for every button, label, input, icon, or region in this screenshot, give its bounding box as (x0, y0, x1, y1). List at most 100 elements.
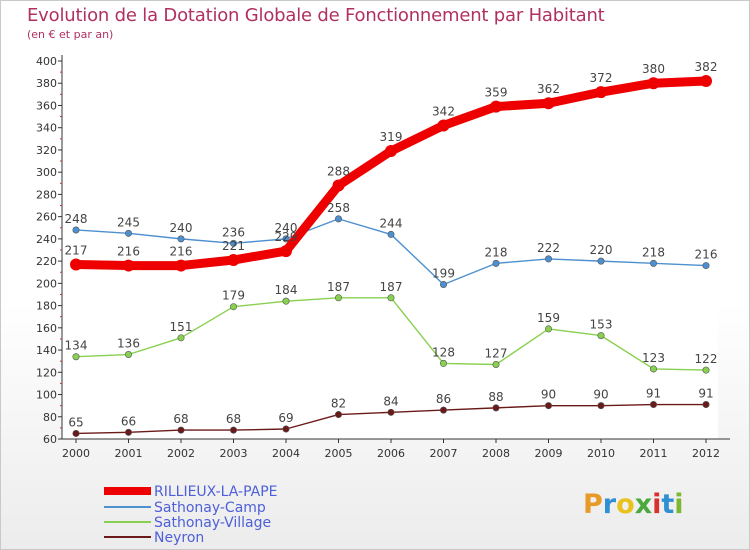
legend-label: Sathonay-Camp (154, 500, 266, 516)
data-point (437, 119, 450, 132)
y-tick-label: 320 (36, 144, 57, 157)
data-label: 90 (541, 388, 556, 402)
y-tick-label: 400 (36, 55, 57, 68)
data-label: 127 (485, 347, 508, 361)
data-label: 68 (173, 412, 188, 426)
logo-letter: o (616, 489, 635, 520)
data-point (177, 334, 185, 342)
y-tick-label: 380 (36, 77, 57, 90)
data-label: 216 (695, 248, 718, 262)
data-label: 288 (327, 165, 350, 179)
data-point (492, 259, 500, 267)
data-label: 221 (222, 239, 245, 253)
data-label: 68 (226, 412, 241, 426)
data-point (597, 332, 605, 340)
legend-label: Neyron (154, 530, 204, 546)
data-label: 65 (68, 415, 83, 429)
data-label: 319 (380, 130, 403, 144)
data-point (332, 179, 345, 192)
chart-title: Evolution de la Dotation Globale de Fonc… (27, 5, 605, 26)
x-tick-label: 2010 (587, 447, 615, 460)
data-label: 220 (590, 243, 613, 257)
data-label: 382 (695, 60, 718, 74)
data-label: 90 (593, 388, 608, 402)
data-point (177, 426, 185, 434)
data-point (230, 303, 238, 311)
data-point (544, 325, 552, 333)
data-point (597, 402, 605, 410)
data-label: 122 (695, 352, 718, 366)
data-point (227, 254, 240, 267)
data-label: 218 (642, 245, 665, 259)
data-point (72, 429, 80, 437)
plot-area (62, 61, 718, 439)
data-point (230, 239, 238, 247)
data-label: 153 (590, 318, 613, 332)
data-point (649, 259, 657, 267)
data-label: 84 (383, 394, 398, 408)
data-point (177, 235, 185, 243)
y-tick-label: 220 (36, 255, 57, 268)
data-label: 91 (698, 387, 713, 401)
data-label: 82 (331, 397, 346, 411)
data-point (125, 351, 133, 359)
chart-subtitle: (en € et par an) (27, 28, 114, 41)
y-tick-label: 160 (36, 322, 57, 335)
data-label: 187 (327, 280, 350, 294)
data-point (387, 230, 395, 238)
data-label: 128 (432, 345, 455, 359)
data-point (597, 257, 605, 265)
legend-label: Sathonay-Village (154, 515, 271, 531)
data-point (647, 77, 660, 90)
data-label: 151 (170, 320, 193, 334)
data-point (649, 365, 657, 373)
data-point (72, 226, 80, 234)
data-point (649, 401, 657, 409)
data-label: 248 (65, 212, 88, 226)
data-point (282, 297, 290, 305)
data-label: 218 (485, 245, 508, 259)
data-label: 88 (488, 390, 503, 404)
y-tick-label: 60 (43, 433, 57, 446)
data-point (544, 255, 552, 263)
data-label: 134 (65, 339, 88, 353)
y-tick-label: 360 (36, 99, 57, 112)
data-point (334, 411, 342, 419)
x-tick-label: 2000 (62, 447, 90, 460)
data-label: 216 (170, 245, 193, 259)
data-label: 184 (275, 283, 298, 297)
y-tick-label: 240 (36, 233, 57, 246)
data-point (542, 97, 555, 110)
data-point (702, 401, 710, 409)
y-tick-label: 200 (36, 277, 57, 290)
x-tick-label: 2004 (272, 447, 300, 460)
data-label: 179 (222, 289, 245, 303)
data-point (122, 259, 135, 272)
legend-label: RILLIEUX-LA-PAPE (154, 484, 277, 500)
data-point (492, 404, 500, 412)
x-tick-label: 2011 (640, 447, 668, 460)
data-label: 86 (436, 392, 451, 406)
y-tick-label: 180 (36, 300, 57, 313)
x-tick-label: 2012 (692, 447, 720, 460)
data-label: 240 (275, 221, 298, 235)
data-point (334, 294, 342, 302)
data-point (387, 294, 395, 302)
logo-letter: i (674, 489, 684, 520)
x-tick-label: 2006 (377, 447, 405, 460)
data-label: 123 (642, 351, 665, 365)
data-point (595, 86, 607, 99)
data-point (385, 145, 397, 158)
data-point (72, 353, 80, 361)
x-tick-label: 2008 (482, 447, 510, 460)
data-label: 216 (117, 245, 140, 259)
x-tick-label: 2005 (325, 447, 353, 460)
data-label: 372 (590, 71, 613, 85)
y-tick-label: 100 (36, 389, 57, 402)
data-label: 380 (642, 62, 665, 76)
data-label: 187 (380, 280, 403, 294)
logo-letter: r (602, 489, 617, 520)
data-point (702, 262, 710, 270)
data-label: 217 (65, 243, 88, 257)
data-point (490, 100, 502, 113)
